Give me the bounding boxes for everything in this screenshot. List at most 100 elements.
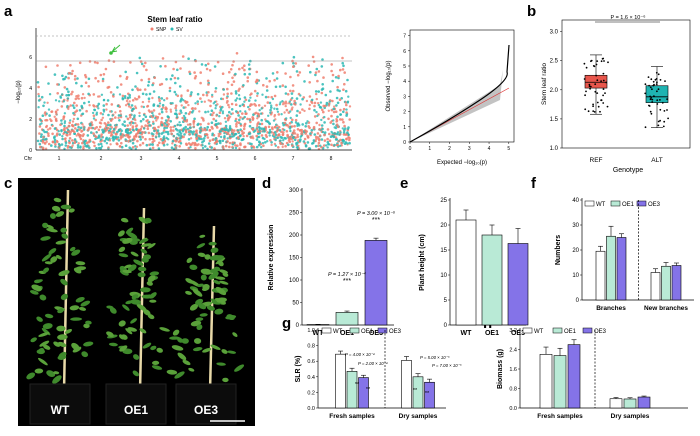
manhattan-point <box>307 64 310 67</box>
manhattan-point <box>212 112 215 115</box>
manhattan-point <box>71 70 74 73</box>
manhattan-point <box>289 122 292 125</box>
manhattan-point <box>108 86 111 89</box>
boxplot-point <box>653 84 655 86</box>
group-label: New branches <box>644 305 688 312</box>
manhattan-point <box>322 128 324 130</box>
manhattan-point <box>100 133 103 136</box>
boxplot-point <box>659 109 661 111</box>
manhattan-point <box>328 104 330 106</box>
manhattan-point <box>345 111 348 114</box>
manhattan-point <box>215 115 217 117</box>
manhattan-point <box>40 135 43 138</box>
manhattan-point <box>89 123 91 125</box>
manhattan-point <box>68 94 70 96</box>
ytick-label: 3.2 <box>509 328 517 334</box>
boxplot-point <box>603 80 605 82</box>
boxplot-point <box>653 81 655 83</box>
manhattan-legend: SNP SV <box>151 27 184 33</box>
manhattan-point <box>93 145 96 148</box>
boxplot-point <box>651 101 653 103</box>
manhattan-point <box>343 125 346 128</box>
manhattan-point <box>339 69 342 72</box>
manhattan-point <box>93 109 95 111</box>
manhattan-point <box>39 146 42 149</box>
manhattan-point <box>67 97 69 99</box>
manhattan-point <box>111 114 113 116</box>
manhattan-point <box>207 83 210 86</box>
manhattan-point <box>156 117 158 119</box>
manhattan-point <box>107 99 110 102</box>
manhattan-point <box>74 78 77 81</box>
manhattan-point <box>119 93 121 95</box>
manhattan-point <box>321 88 324 91</box>
manhattan-point <box>103 99 105 101</box>
manhattan-point <box>231 133 234 136</box>
manhattan-point <box>61 75 64 78</box>
manhattan-point <box>293 100 296 103</box>
manhattan-point <box>64 120 66 122</box>
manhattan-point <box>303 80 306 83</box>
bar <box>624 399 636 408</box>
boxplot-point <box>594 91 596 93</box>
manhattan-point <box>342 127 344 129</box>
manhattan-point <box>331 100 334 103</box>
manhattan-point <box>67 147 69 149</box>
manhattan-point <box>301 98 304 101</box>
manhattan-point <box>257 122 259 124</box>
manhattan-point <box>270 144 272 146</box>
manhattan-point <box>74 75 77 78</box>
boxplot-point <box>584 94 586 96</box>
boxplot-point <box>602 95 604 97</box>
boxplot-point <box>656 83 658 85</box>
manhattan-point <box>269 112 271 114</box>
manhattan-point <box>65 141 68 144</box>
manhattan-point <box>183 115 185 117</box>
qq-ylabel: Observed −log₁₀(p) <box>386 60 392 111</box>
manhattan-point <box>269 134 271 136</box>
manhattan-point <box>235 133 238 136</box>
qq-ytick-label: 0 <box>403 140 406 146</box>
manhattan-point <box>291 144 294 147</box>
manhattan-point <box>68 140 70 142</box>
manhattan-point <box>155 136 157 138</box>
manhattan-point <box>232 60 235 63</box>
manhattan-point <box>282 84 285 87</box>
manhattan-point <box>69 137 72 140</box>
boxplot-pvalue: P = 1.6 × 10⁻⁶ <box>610 14 645 21</box>
manhattan-point <box>268 126 271 129</box>
manhattan-point <box>331 135 334 138</box>
manhattan-point <box>242 118 244 120</box>
manhattan-point <box>165 119 168 122</box>
manhattan-point <box>308 81 311 84</box>
manhattan-point <box>58 130 60 132</box>
manhattan-point <box>105 103 108 106</box>
manhattan-point <box>135 107 137 109</box>
manhattan-point <box>162 139 164 141</box>
manhattan-point <box>134 119 136 121</box>
manhattan-point <box>347 101 349 103</box>
manhattan-point <box>140 79 143 82</box>
manhattan-point <box>266 120 268 122</box>
ytick-label: 0.0 <box>307 406 315 412</box>
manhattan-point <box>246 135 249 138</box>
manhattan-point <box>311 99 313 101</box>
qq-xtick-label: 2 <box>448 146 451 152</box>
manhattan-point <box>129 61 132 64</box>
boxplot-point <box>601 60 603 62</box>
manhattan-point <box>313 127 316 130</box>
manhattan-point <box>236 52 239 55</box>
manhattan-point <box>167 116 170 119</box>
manhattan-point <box>220 136 222 138</box>
manhattan-point <box>299 103 301 105</box>
manhattan-point <box>247 106 249 108</box>
manhattan-point <box>190 131 193 134</box>
boxplot-point <box>589 85 591 87</box>
manhattan-point <box>159 65 162 68</box>
qq-ytick-label: 2 <box>403 110 406 116</box>
manhattan-point <box>266 85 269 88</box>
manhattan-point <box>97 107 99 109</box>
manhattan-point <box>69 133 72 136</box>
boxplot-point <box>600 80 602 82</box>
manhattan-point <box>292 140 294 142</box>
